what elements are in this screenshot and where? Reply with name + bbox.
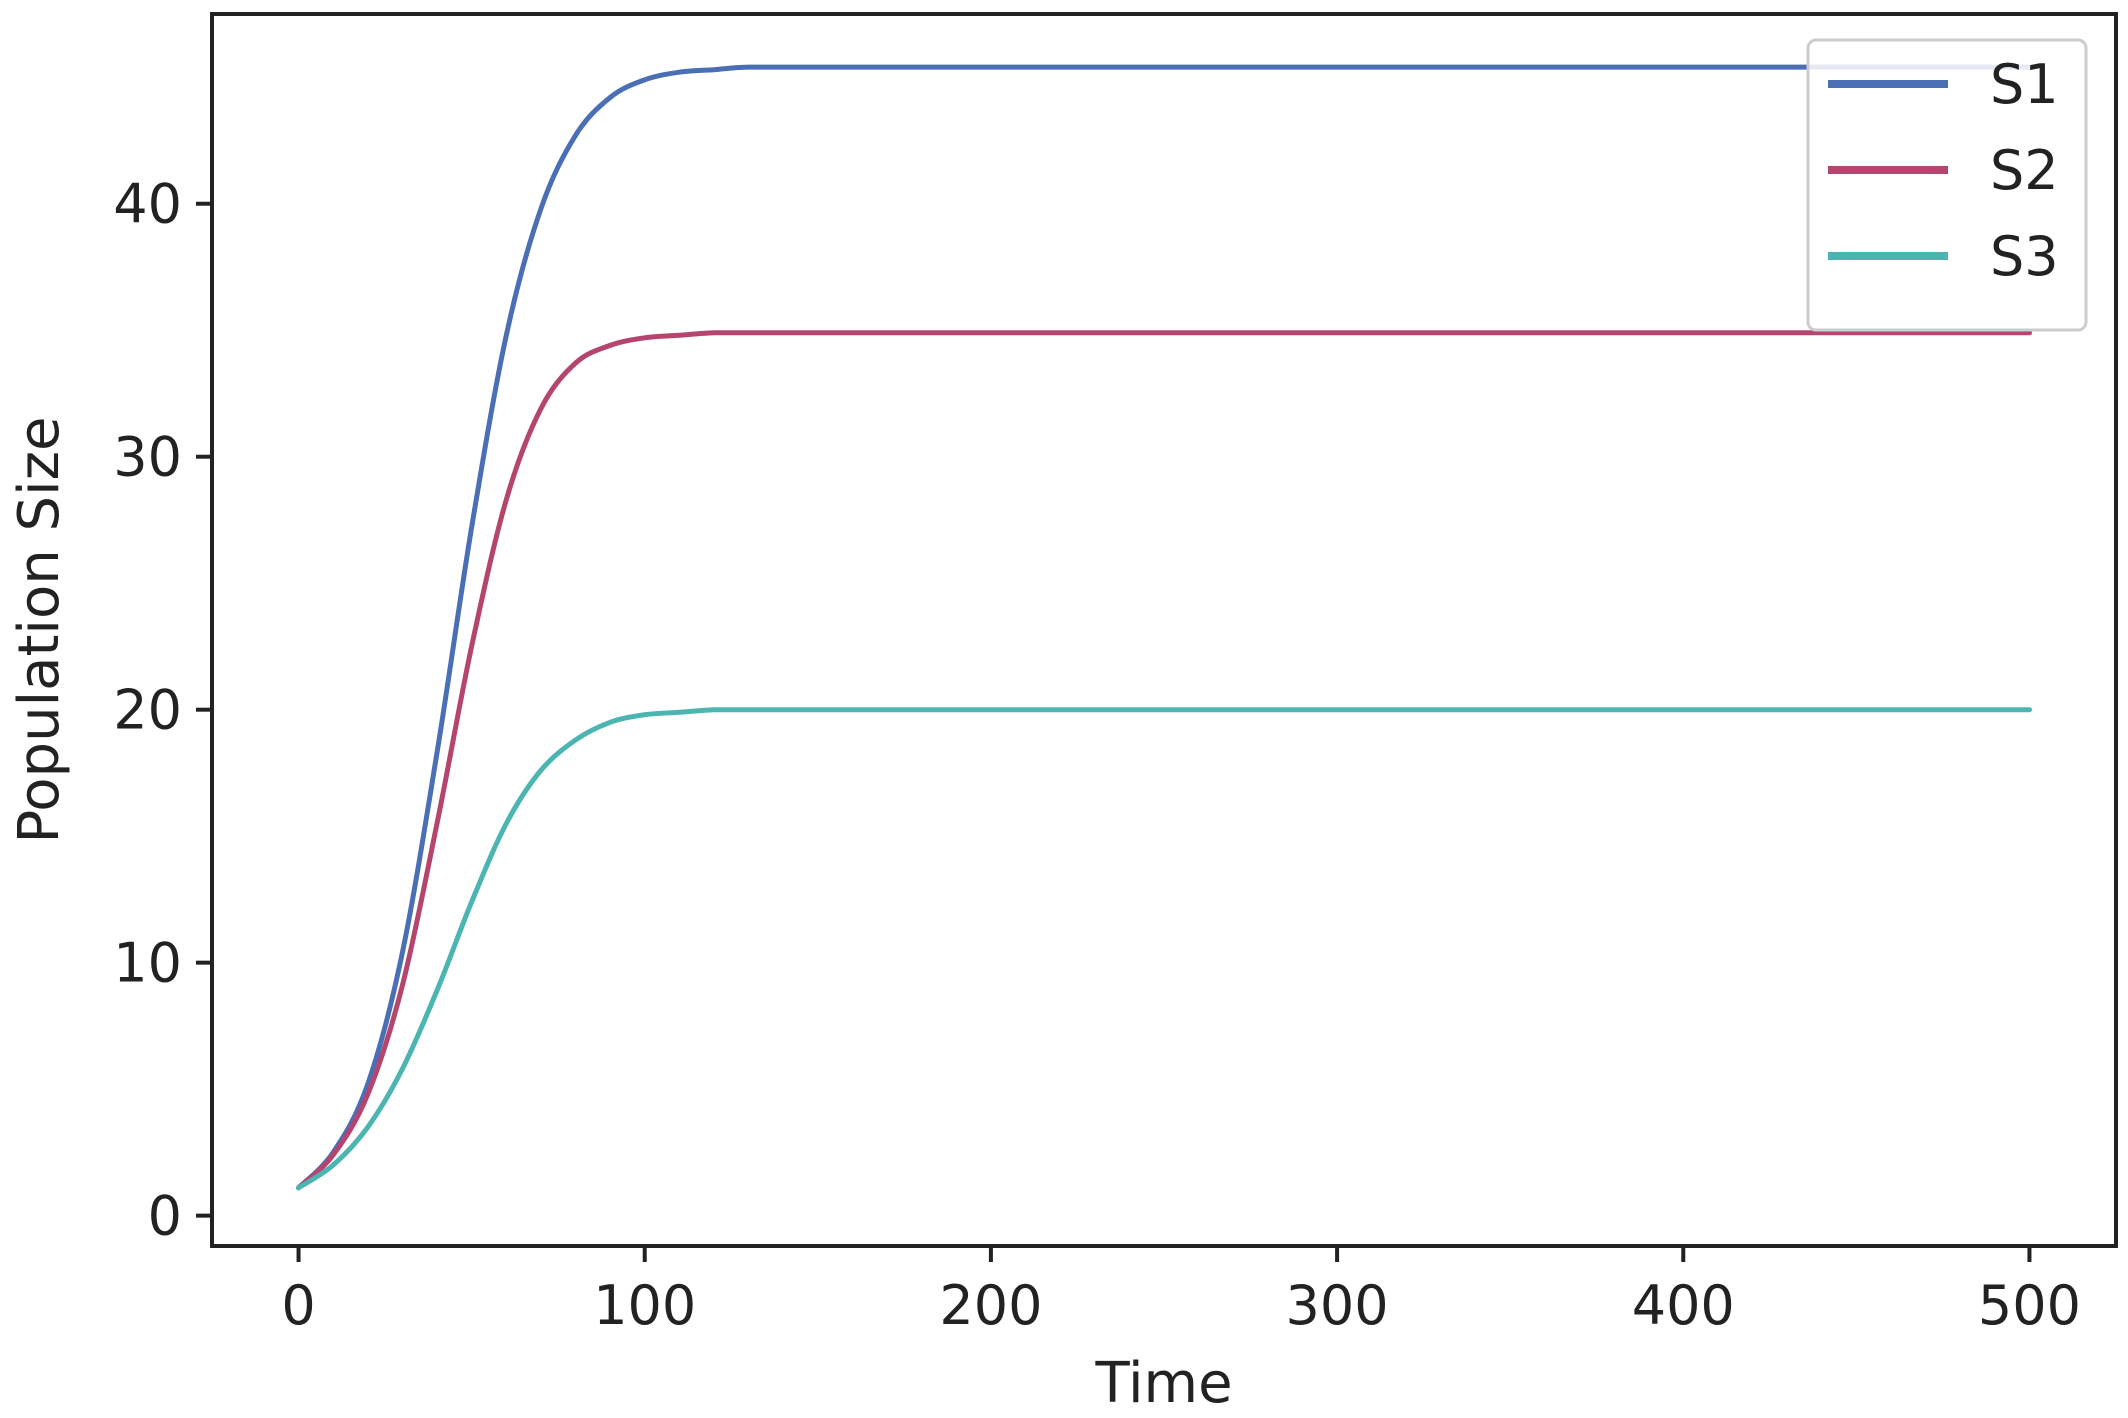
x-tick-label: 100: [593, 1274, 696, 1337]
series-line-s1: [296, 64, 2032, 1191]
x-axis-label: Time: [1094, 1351, 1232, 1416]
y-tick-label: 0: [148, 1185, 182, 1248]
legend-label-s2: S2: [1990, 139, 2059, 202]
y-tick-label: 40: [113, 173, 182, 236]
x-tick-label: 500: [1978, 1274, 2081, 1337]
legend-label-s3: S3: [1990, 225, 2059, 288]
series-line-s3: [296, 707, 2032, 1191]
axis-ticks: 0 100 200 300 400 500 0 10 20 30 40: [113, 173, 2081, 1337]
legend-label-s1: S1: [1990, 53, 2059, 116]
x-tick-label: 200: [939, 1274, 1042, 1337]
plot-frame: [210, 12, 2118, 1248]
legend: S1 S2 S3: [1806, 38, 2088, 332]
x-tick-label: 400: [1632, 1274, 1735, 1337]
y-tick-label: 30: [113, 426, 182, 489]
plot-area: [296, 64, 2032, 1191]
series-line-s2: [296, 330, 2032, 1191]
y-tick-label: 10: [113, 932, 182, 995]
y-tick-label: 20: [113, 679, 182, 742]
x-tick-label: 300: [1286, 1274, 1389, 1337]
y-axis-label: Population Size: [7, 417, 72, 844]
x-tick-label: 0: [281, 1274, 315, 1337]
